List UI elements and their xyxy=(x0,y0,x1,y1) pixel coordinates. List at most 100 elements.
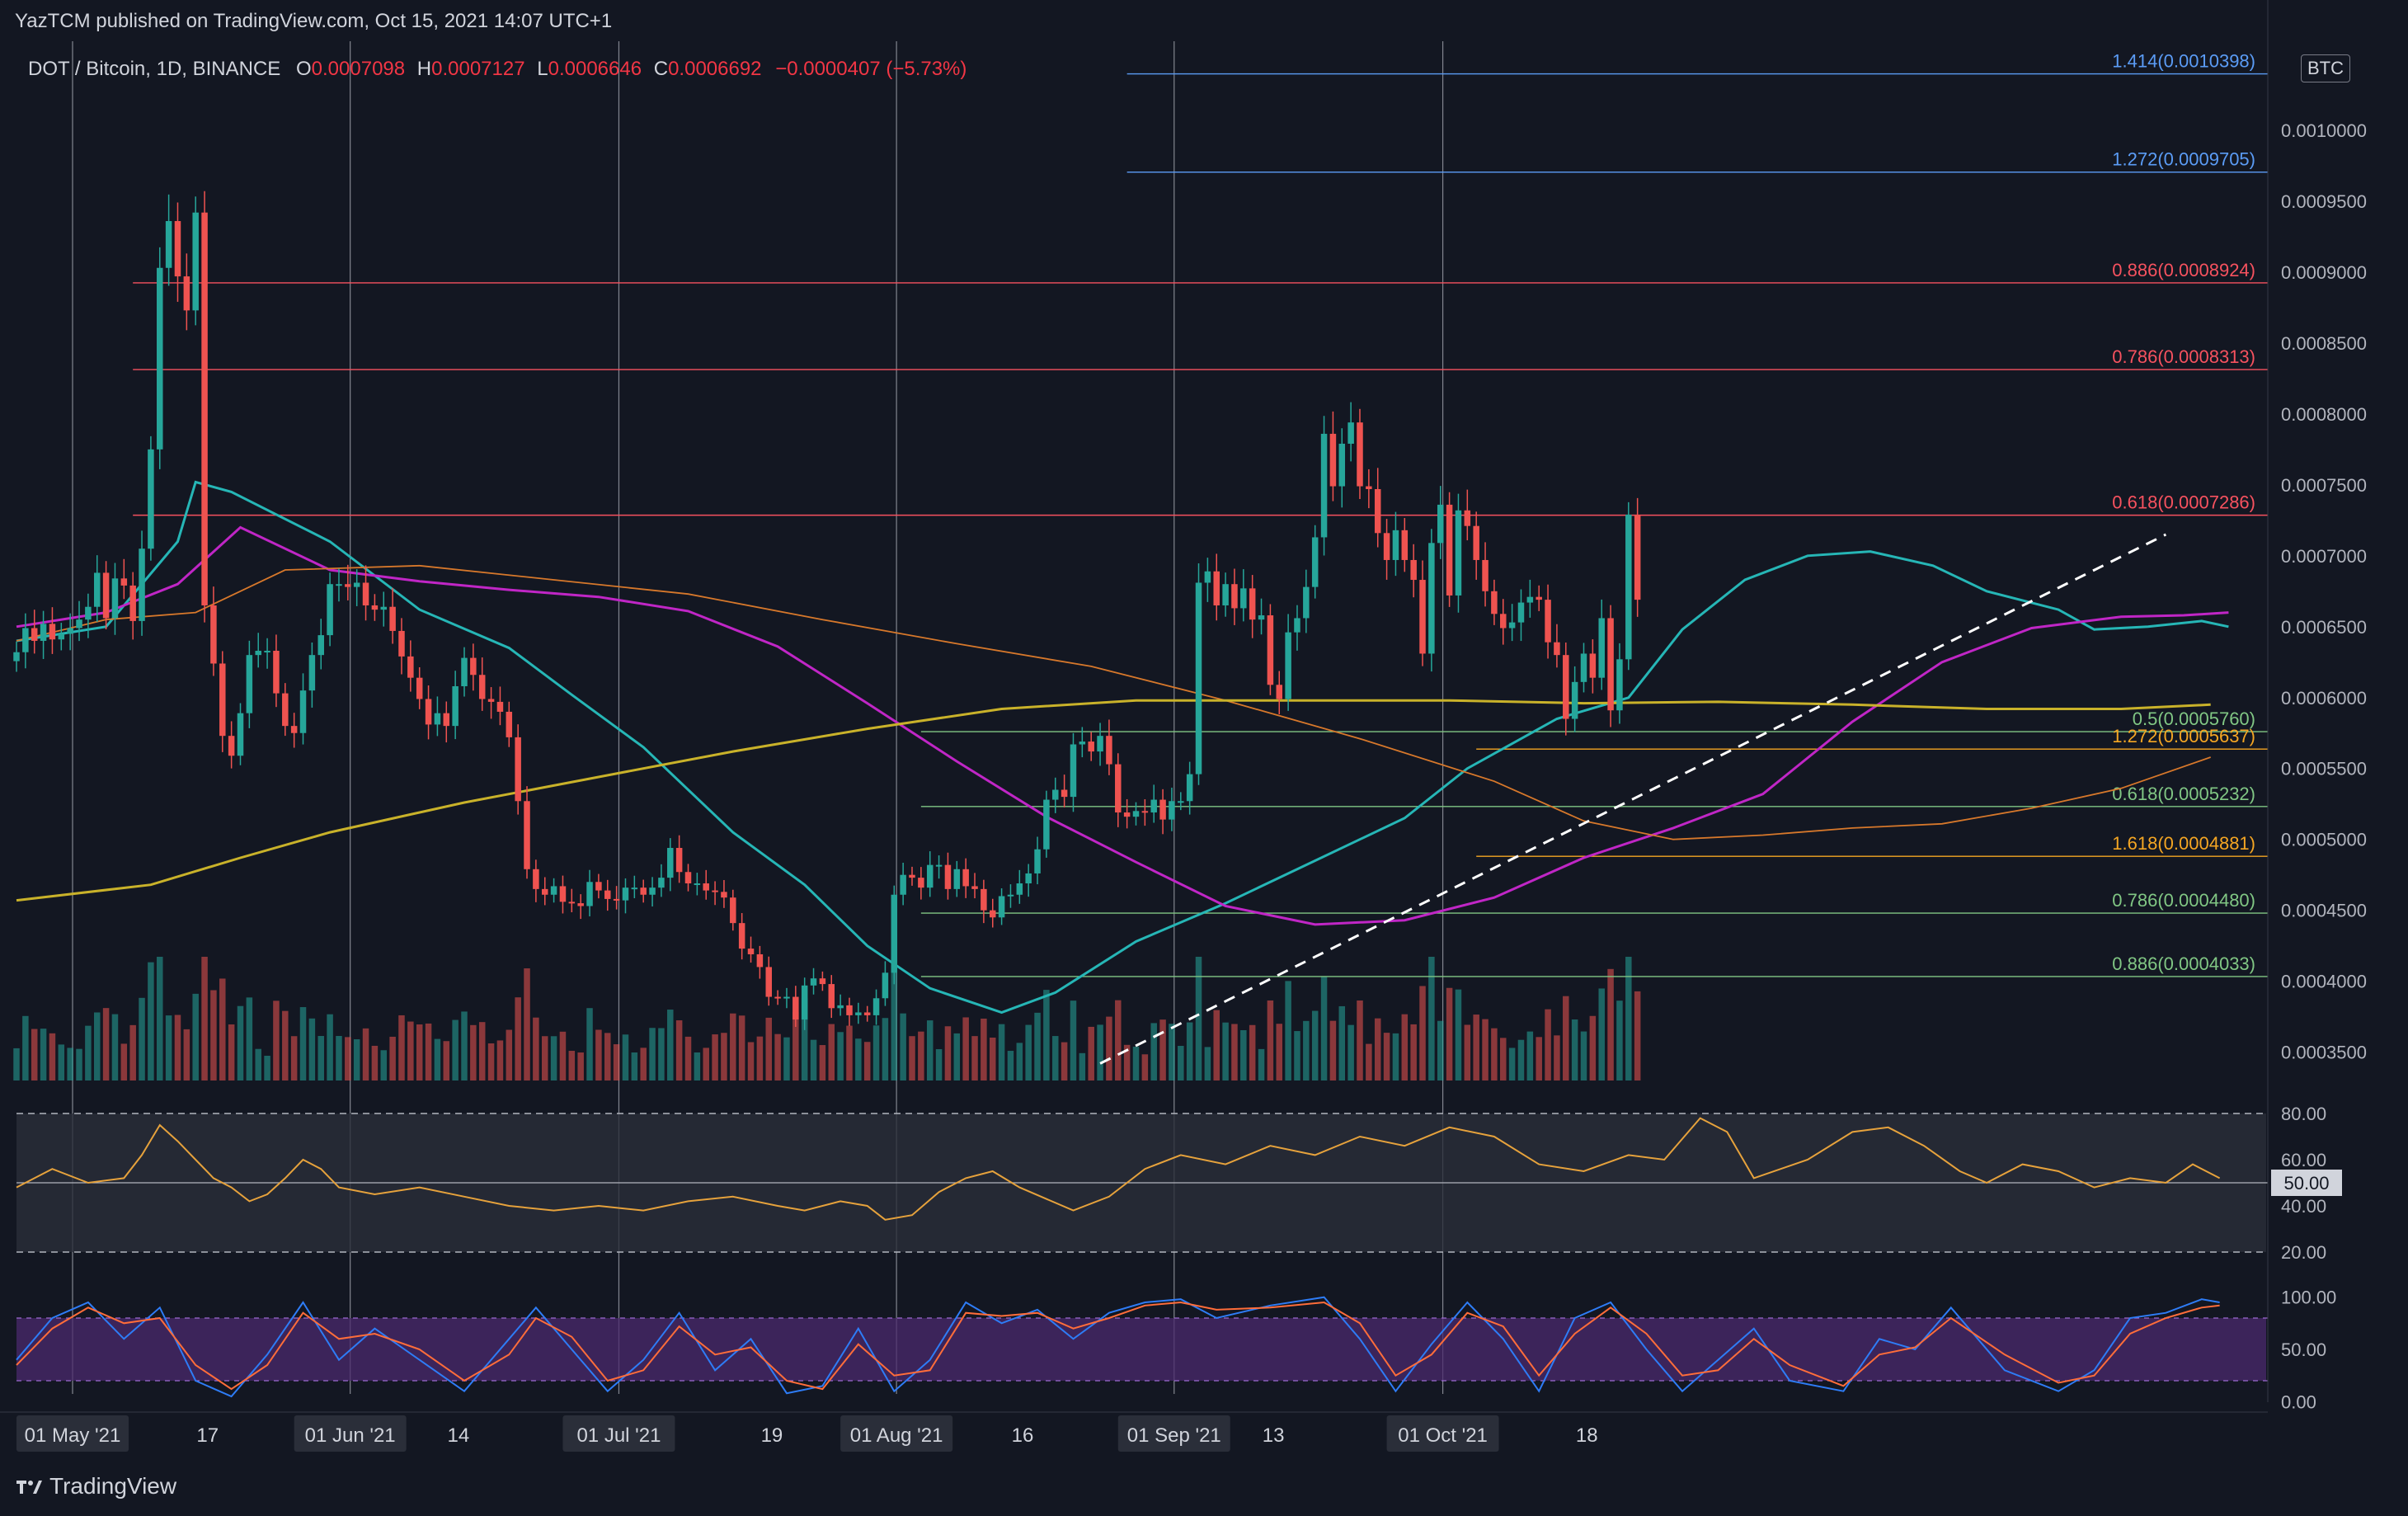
candle-body xyxy=(1419,580,1426,654)
candle-body xyxy=(1043,799,1050,850)
candle-body xyxy=(675,848,683,873)
candle-body xyxy=(228,736,235,756)
candle-body xyxy=(1106,736,1112,765)
time-tick-badge xyxy=(1117,1415,1230,1452)
ma-line-ma50 xyxy=(16,525,2229,926)
volume-bar xyxy=(855,1038,862,1081)
volume-bar xyxy=(1016,1043,1023,1081)
volume-bar xyxy=(31,1029,38,1081)
candle-body xyxy=(533,869,539,889)
moving-averages xyxy=(16,480,2229,1015)
volume-bar xyxy=(1141,1054,1149,1081)
candle-body xyxy=(1366,486,1372,489)
volume-bar xyxy=(721,1033,727,1081)
ascending-trendline xyxy=(1099,533,2167,1065)
volume-bar xyxy=(738,1015,745,1081)
candle-body xyxy=(872,998,880,1015)
volume-bar xyxy=(76,1048,82,1081)
candle-body xyxy=(667,848,674,878)
candle-body xyxy=(1231,584,1238,609)
change-value: −0.0000407 (−5.73%) xyxy=(775,58,967,80)
candle-body xyxy=(1195,582,1202,774)
volume-bar xyxy=(1491,1028,1498,1081)
candle-body xyxy=(443,713,450,727)
volume-bar xyxy=(1169,1024,1175,1081)
candle-body xyxy=(1347,422,1354,444)
candle-body xyxy=(1526,596,1534,603)
candle-body xyxy=(470,657,477,676)
price-tick-label: 0.0009500 xyxy=(2281,191,2367,212)
volume-bar xyxy=(487,1043,495,1081)
volume-bar xyxy=(1088,1026,1094,1081)
volume-bar xyxy=(747,1042,755,1081)
fib-level-label: 1.414(0.0010398) xyxy=(2112,51,2255,72)
volume-bar xyxy=(380,1050,388,1081)
candle-body xyxy=(1517,602,1525,623)
rsi-pane: 80.00 60.00 40.00 20.00 50.00 xyxy=(16,1104,2342,1263)
candle-body xyxy=(201,212,208,605)
candle-body xyxy=(1132,811,1140,817)
volume-bar xyxy=(22,1015,29,1081)
volume-bar xyxy=(1150,1023,1157,1081)
volume-bar xyxy=(524,968,530,1081)
candle-body xyxy=(1088,742,1094,752)
volume-bar xyxy=(102,1008,110,1081)
candle-body xyxy=(1267,615,1274,685)
fib-level-label: 0.886(0.0004033) xyxy=(2112,953,2255,974)
candle-body xyxy=(1222,584,1229,605)
time-tick-label: 01 May '21 xyxy=(25,1424,121,1447)
volume-bar xyxy=(801,998,808,1081)
volume-bar xyxy=(1625,957,1632,1081)
volume-bar xyxy=(1303,1020,1310,1081)
candle-body xyxy=(1554,642,1560,656)
volume-bar xyxy=(810,1039,817,1081)
rsi-tick-label: 40.00 xyxy=(2281,1196,2326,1217)
candle-body xyxy=(282,693,289,727)
volume-bar xyxy=(675,1020,683,1081)
currency-badge[interactable]: BTC xyxy=(2301,54,2350,82)
candle-body xyxy=(434,713,441,725)
fib-level-label: 0.618(0.0005232) xyxy=(2112,784,2255,804)
candle-body xyxy=(299,690,307,733)
candle-body xyxy=(684,872,692,883)
rsi-tick-label: 20.00 xyxy=(2281,1242,2326,1263)
open-label: O xyxy=(295,58,312,80)
candle-body xyxy=(290,726,298,733)
candle-body xyxy=(255,651,261,656)
volume-bar xyxy=(935,1049,943,1081)
volume-bar xyxy=(345,1037,351,1081)
candle-body xyxy=(1571,681,1578,719)
candle-body xyxy=(1007,894,1014,897)
candle-body xyxy=(85,606,92,620)
candle-body xyxy=(855,1012,862,1015)
volume-bar xyxy=(1634,991,1641,1081)
candle-body xyxy=(487,699,495,702)
candle-body xyxy=(989,910,996,918)
volume-bar xyxy=(1545,1009,1551,1081)
close-label: C xyxy=(653,58,669,80)
price-tick-label: 0.0003500 xyxy=(2281,1043,2367,1063)
volume-bar xyxy=(1052,1036,1059,1081)
candle-body xyxy=(1169,801,1175,820)
candle-body xyxy=(1016,883,1023,895)
candle-body xyxy=(237,713,244,756)
fib-levels: 1.414(0.0010398) 1.272(0.0009705) 0.886(0.… xyxy=(133,51,2268,977)
publisher-line: YazTCM published on TradingView.com, Oct… xyxy=(15,10,613,32)
time-axis: 01 May '21 17 01 Jun '21 14 01 Jul '21 19 01 A… xyxy=(0,1411,2268,1452)
stoch-tick-label: 100.00 xyxy=(2281,1288,2336,1308)
candle-body xyxy=(900,874,906,895)
candle-body xyxy=(891,894,898,973)
candle-body xyxy=(1491,591,1498,614)
candle-body xyxy=(1303,586,1310,619)
close-value: 0.0006692 xyxy=(668,58,762,80)
candle-body xyxy=(362,582,369,605)
volume-bar xyxy=(891,957,898,1081)
candle-body xyxy=(1240,588,1247,609)
candle-body xyxy=(148,449,154,549)
volume-bar xyxy=(1213,1010,1220,1081)
fib-level-label: 1.272(0.0005637) xyxy=(2112,726,2255,746)
volume-bar xyxy=(58,1044,65,1081)
volume-bar xyxy=(1598,988,1605,1081)
brand-footer[interactable]: TradingView xyxy=(15,1473,176,1500)
